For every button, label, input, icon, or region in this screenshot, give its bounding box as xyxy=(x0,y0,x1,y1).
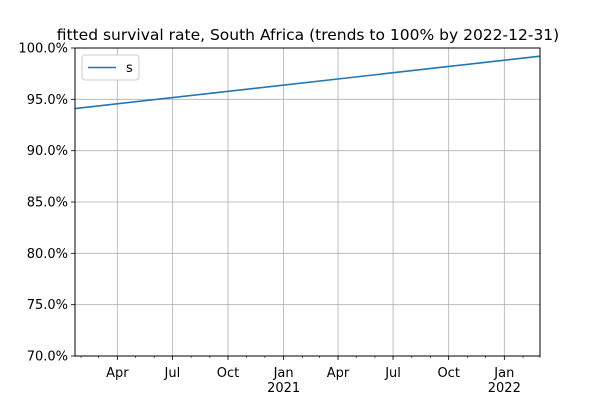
x-tick-year-label: 2021 xyxy=(267,381,300,396)
y-tick-label: 85.0% xyxy=(27,196,68,211)
x-tick-label: Jan xyxy=(273,366,294,381)
chart-title: fitted survival rate, South Africa (tren… xyxy=(57,26,559,44)
series-line-s xyxy=(74,55,541,110)
grid xyxy=(75,47,540,357)
y-tick-label: 90.0% xyxy=(27,144,68,159)
series-layer xyxy=(74,55,541,110)
x-tick-label: Jul xyxy=(164,366,181,381)
x-tick-label: Jan xyxy=(493,366,514,381)
x-tick-year-label: 2022 xyxy=(488,381,521,396)
y-tick-label: 75.0% xyxy=(27,298,68,313)
legend-label: s xyxy=(126,61,133,76)
legend: s xyxy=(81,54,140,81)
x-tick-label: Oct xyxy=(217,366,239,381)
y-tick-label: 70.0% xyxy=(27,350,68,365)
y-tick-label: 95.0% xyxy=(27,93,68,108)
x-tick-label: Oct xyxy=(437,366,459,381)
y-axis: 70.0% 75.0% 80.0% 85.0% 90.0% 95.0% 100.0% xyxy=(18,42,75,365)
y-tick-label: 80.0% xyxy=(27,247,68,262)
x-tick-label: Apr xyxy=(106,366,129,381)
x-tick-label: Apr xyxy=(327,366,350,381)
x-tick-label: Jul xyxy=(384,366,401,381)
y-tick-label: 100.0% xyxy=(18,42,68,57)
